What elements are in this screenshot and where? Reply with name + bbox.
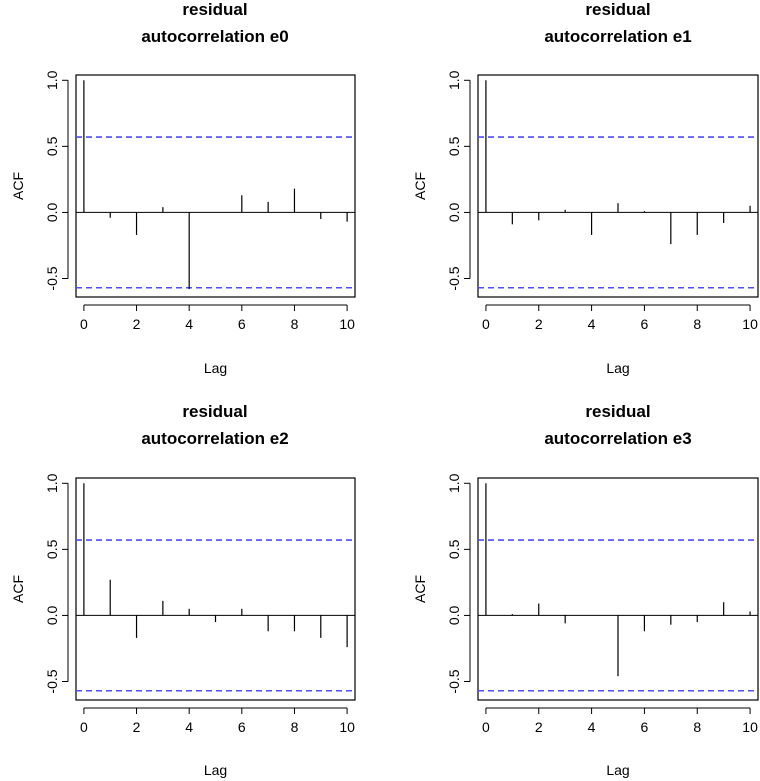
y-axis-label: ACF [10,172,26,200]
y-tick-label: -0.5 [446,669,462,693]
x-tick-label: 10 [742,316,758,332]
acf-panel-0: residual autocorrelation e0 0 2 4 6 8 10 -0.5 0.0… [10,0,356,376]
y-tick-label: -0.5 [44,266,60,290]
x-tick-label: 0 [482,316,490,332]
x-tick-label: 4 [185,316,193,332]
chart-title-line-1: residual [182,402,247,421]
x-axis-label: Lag [606,762,629,778]
x-tick-label: 6 [641,719,649,735]
plot-frame [477,74,759,298]
chart-title-line-1: residual [585,402,650,421]
y-axis-label: ACF [412,172,428,200]
y-axis-label: ACF [412,575,428,603]
chart-title-line-2: autocorrelation e2 [141,429,288,448]
x-tick-label: 10 [339,719,355,735]
x-tick-label: 10 [339,316,355,332]
y-tick-label: 1.0 [44,70,60,90]
y-tick-label: 0.0 [44,605,60,625]
x-axis-label: Lag [204,360,227,376]
x-tick-label: 0 [482,719,490,735]
y-axis-label: ACF [10,575,26,603]
x-axis-label: Lag [606,360,629,376]
plot-frame [75,477,356,701]
x-tick-label: 8 [291,316,299,332]
acf-panel-2: residual autocorrelation e2 0 2 4 6 8 10 -0.5 0.0… [10,402,356,778]
acf-panel-3: residual autocorrelation e3 0 2 4 6 8 10 -0.5 0.0… [412,402,759,778]
y-tick-label: 1.0 [446,70,462,90]
x-tick-label: 4 [588,316,596,332]
plot-frame [477,477,759,701]
y-tick-label: 0.5 [446,539,462,559]
y-tick-label: 1.0 [446,473,462,493]
chart-title-line-1: residual [182,0,247,19]
x-axis-label: Lag [204,762,227,778]
x-tick-label: 10 [742,719,758,735]
x-tick-label: 0 [80,719,88,735]
x-tick-label: 2 [133,316,141,332]
x-tick-label: 6 [238,316,246,332]
y-tick-label: 0.5 [446,136,462,156]
chart-title-line-2: autocorrelation e3 [544,429,691,448]
chart-title-line-2: autocorrelation e1 [544,27,691,46]
y-tick-label: 1.0 [44,473,60,493]
x-tick-label: 2 [535,719,543,735]
y-tick-label: 0.0 [44,202,60,222]
x-tick-label: 4 [588,719,596,735]
x-tick-label: 4 [185,719,193,735]
x-tick-label: 8 [693,719,701,735]
x-tick-label: 2 [133,719,141,735]
chart-title-line-2: autocorrelation e0 [141,27,288,46]
y-tick-label: 0.5 [44,136,60,156]
chart-title-line-1: residual [585,0,650,19]
x-tick-label: 8 [693,316,701,332]
x-tick-label: 8 [291,719,299,735]
y-tick-label: 0.0 [446,202,462,222]
x-tick-label: 6 [238,719,246,735]
plot-frame [75,74,356,298]
acf-panel-1: residual autocorrelation e1 0 2 4 6 8 10 -0.5 0.0… [412,0,759,376]
y-tick-label: -0.5 [44,669,60,693]
x-tick-label: 2 [535,316,543,332]
x-tick-label: 0 [80,316,88,332]
y-tick-label: 0.0 [446,605,462,625]
y-tick-label: 0.5 [44,539,60,559]
y-tick-label: -0.5 [446,266,462,290]
x-tick-label: 6 [641,316,649,332]
